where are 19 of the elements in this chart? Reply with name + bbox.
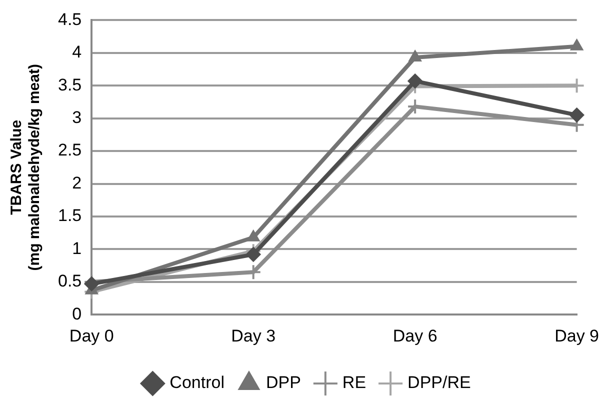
y-tick-label: 1.5: [58, 206, 82, 226]
y-tick-label: 1: [72, 238, 82, 258]
legend-label: DPP/RE: [408, 373, 471, 392]
x-tick-label: Day 9: [554, 326, 600, 346]
x-tick-label: Day 3: [231, 326, 276, 346]
y-tick-label: 2.5: [58, 140, 82, 160]
y-tick-label: 4.5: [58, 10, 82, 29]
y-tick-label: 3: [72, 108, 82, 128]
legend-label: RE: [342, 373, 366, 392]
y-tick-label: 0: [72, 304, 82, 324]
x-tick-label: Day 0: [69, 326, 114, 346]
legend-label: DPP: [266, 373, 301, 392]
y-tick-label: 4: [72, 42, 82, 62]
x-tick-label: Day 6: [392, 326, 438, 346]
legend-label: Control: [170, 373, 224, 392]
y-tick-label: 3.5: [58, 75, 82, 94]
y-tick-label: 0.5: [58, 272, 82, 291]
y-axis-title: TBARS Value (mg malonaldehyde/kg meat): [8, 64, 44, 271]
y-tick-label: 2: [72, 173, 82, 192]
